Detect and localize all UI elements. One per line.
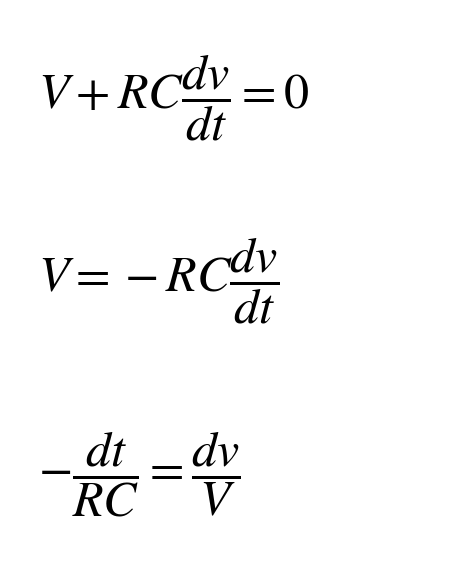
Text: $-\dfrac{dt}{RC} = \dfrac{dv}{V}$: $-\dfrac{dt}{RC} = \dfrac{dv}{V}$	[38, 429, 240, 519]
Text: $V + RC\dfrac{dv}{dt} = 0$: $V + RC\dfrac{dv}{dt} = 0$	[38, 53, 309, 144]
Text: $V = -RC\dfrac{dv}{dt}$: $V = -RC\dfrac{dv}{dt}$	[38, 235, 279, 326]
